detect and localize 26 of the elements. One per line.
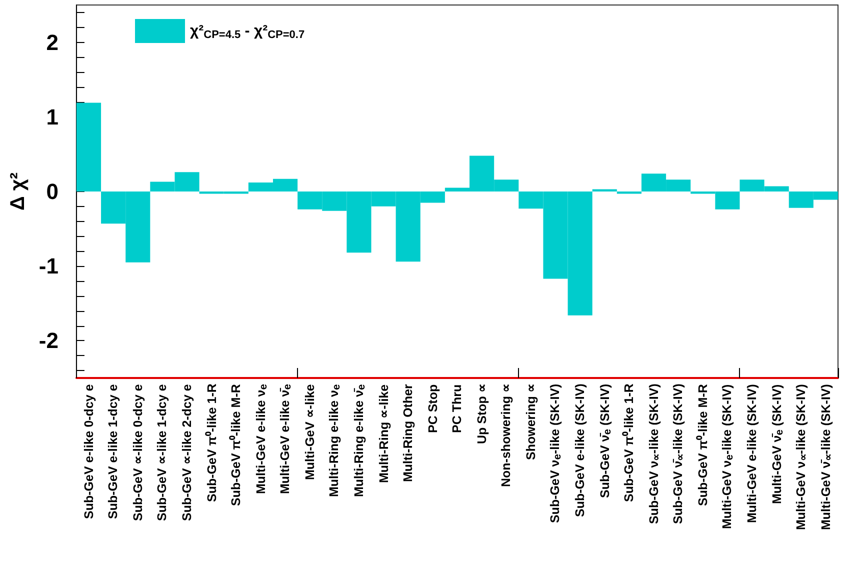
x-tick-label: Multi-Ring ∝-like (376, 384, 392, 485)
x-tick-label: Sub-GeV e-like (SK-IV) (572, 384, 588, 520)
x-tick-label: Sub-GeV ∝-like 2-dcy e (179, 384, 195, 523)
x-tick-label: Sub-GeV e-like 0-dcy e (80, 384, 97, 521)
x-tick-label: PC Stop (424, 384, 441, 435)
x-tick-label: Multi-GeV ∝-like (302, 384, 318, 482)
y-axis-title: Δ χ² (7, 172, 29, 211)
x-tick-label: Sub-GeV e-like 1-dcy e (105, 384, 122, 521)
x-tick-label: Sub-GeV π⁰-like M-R (228, 384, 244, 508)
y-tick-label: -2 (38, 328, 58, 354)
y-tick-label: 2 (46, 30, 58, 55)
x-tick-label: Sub-GeV ∝-like 0-dcy e (130, 384, 146, 523)
x-tick-label: Sub-GeV ∝-like 1-dcy e (154, 384, 170, 523)
x-tick-label: Non-showering ∝ (498, 384, 514, 490)
x-tick-label: Up Stop ∝ (474, 384, 490, 446)
x-tick-label: Sub-GeV π⁰-like M-R (694, 384, 711, 508)
y-tick-label: 0 (46, 179, 58, 204)
x-tick-label: Sub-GeV π⁰-like 1-R (204, 384, 220, 504)
x-tick-label: Sub-GeV π⁰-like 1-R (621, 384, 638, 504)
x-tick-label: Multi-GeV e-like (SK-IV) (744, 384, 760, 525)
bar (76, 102, 102, 192)
y-tick-label: 1 (46, 104, 58, 130)
y-tick-label: -1 (38, 254, 58, 279)
x-tick-label: Multi-Ring Other (400, 384, 416, 484)
x-tick-label: PC Thru (449, 384, 466, 435)
x-tick-label: Showering ∝ (522, 384, 539, 462)
